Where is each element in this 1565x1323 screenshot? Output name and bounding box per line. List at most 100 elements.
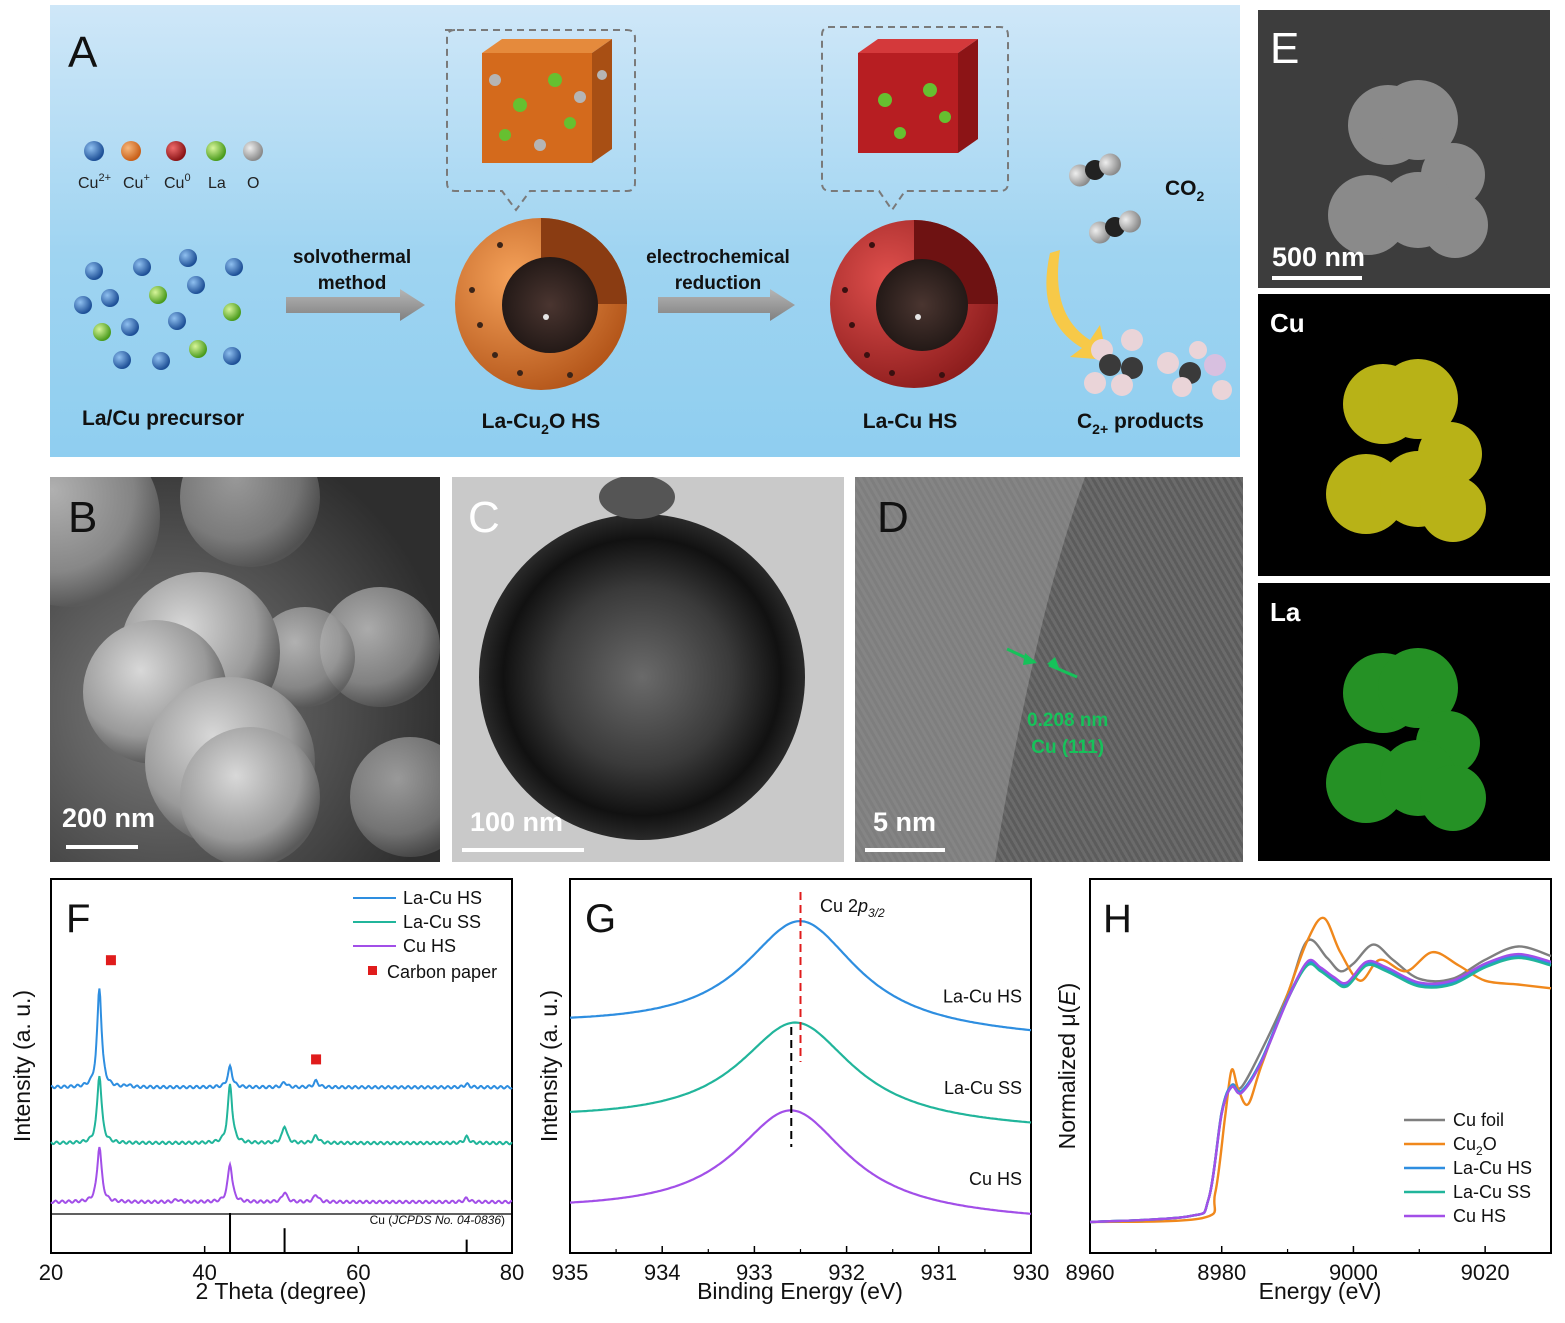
schematic-svg: A Cu2+ Cu+ Cu0 La O La/Cu precursor	[68, 26, 1232, 437]
cu-lattice-cube	[858, 39, 978, 153]
tem-sphere	[479, 477, 805, 840]
legend-o-text: O	[247, 175, 259, 192]
chart-f-tick-label: 60	[346, 1260, 370, 1285]
cu-hs-zoom-callout	[821, 26, 1009, 212]
chart-f-series-line	[50, 988, 513, 1090]
legend-la-ball	[206, 141, 226, 161]
scalebar-c	[462, 848, 584, 852]
legend-text: Cu foil	[1453, 1110, 1504, 1130]
precursor-ions	[74, 249, 243, 370]
arrow1-text-line1: solvothermal	[293, 247, 411, 268]
scalebar-e	[1272, 276, 1362, 280]
legend-text: La-Cu SS	[1453, 1182, 1531, 1202]
map-label-cu: Cu	[1270, 308, 1305, 338]
chart-g-ticks: 935 934 933 932 931 930	[552, 1246, 1050, 1285]
chart-f-series-line	[50, 1075, 513, 1146]
fringe-plane: Cu (111)	[1031, 737, 1105, 758]
chart-f-extras: Cu (JCPDS No. 04-0836)	[51, 955, 512, 1253]
tem-image-panel-c: C 100 nm	[452, 477, 844, 862]
charts-row: F 20 40 60 80 Cu (JCPDS No. 04-0836) La-Cu …	[9, 878, 1552, 1304]
legend-cu2plus-text: Cu2+	[78, 172, 111, 192]
chart-g-series-group: La-Cu HS La-Cu SS Cu HS	[569, 892, 1032, 1215]
legend-cu0-ball	[166, 141, 186, 161]
cu-hs-label: La-Cu HS	[863, 410, 958, 433]
legend-o-ball	[243, 141, 263, 161]
chart-f-series-line	[50, 1146, 513, 1205]
map-label-la: La	[1270, 597, 1301, 627]
scalebar-b	[66, 845, 138, 849]
chart-g-tick-label: 933	[736, 1260, 773, 1285]
products-label: C2+ products	[1077, 410, 1204, 437]
chart-g-tick-label: 930	[1013, 1260, 1050, 1285]
chart-h-series-group	[1089, 916, 1552, 1224]
scalebar-d	[865, 848, 945, 852]
ion-legend: Cu2+ Cu+ Cu0 La O	[78, 141, 263, 192]
legend-cu0-text: Cu0	[164, 172, 191, 192]
legend-text: Carbon paper	[387, 962, 497, 982]
legend-text: La-Cu SS	[403, 912, 481, 932]
carbon-paper-marker	[311, 1054, 322, 1065]
hrtem-image-panel-d: D 0.208 nm Cu (111) 5 nm	[855, 477, 1243, 862]
scalebar-text-c: 100 nm	[470, 807, 564, 837]
panel-label-g: G	[585, 897, 616, 941]
panel-label-c: C	[468, 493, 500, 542]
chart-g-annotation: Cu 2p3/2	[820, 896, 885, 920]
chart-g-series-label: La-Cu SS	[944, 1078, 1022, 1098]
chart-f-tick-label: 80	[500, 1260, 524, 1285]
chart-g-series-label: Cu HS	[969, 1169, 1022, 1189]
legend-text: Cu HS	[403, 936, 456, 956]
arrow1-text-line2: method	[318, 273, 387, 294]
legend-cu2plus-ball	[84, 141, 104, 161]
cu2o-label: La-Cu2O HS	[482, 410, 601, 437]
chart-g-tick-label: 935	[552, 1260, 589, 1285]
eds-map-cu: Cu	[1258, 294, 1550, 576]
cu2o-sphere	[455, 218, 627, 390]
cu-map-signal	[1326, 359, 1486, 542]
legend-text: Cu2O	[1453, 1134, 1497, 1158]
scalebar-text-d: 5 nm	[873, 807, 937, 837]
chart-f-legend: La-Cu HS La-Cu SS Cu HS Carbon paper	[353, 888, 497, 982]
legend-la-text: La	[208, 175, 226, 192]
c2-products	[1084, 329, 1232, 400]
fringe-spacing: 0.208 nm	[1027, 710, 1109, 731]
legend-cuplus-text: Cu+	[123, 172, 150, 192]
arrow2-text-line1: electrochemical	[646, 247, 790, 268]
chart-g-series-label: La-Cu HS	[943, 987, 1022, 1007]
chart-g-tick-label: 932	[828, 1260, 865, 1285]
arrow2-text-line2: reduction	[675, 273, 762, 294]
legend-marker	[368, 966, 377, 975]
panel-label-h: H	[1103, 897, 1132, 941]
scalebar-text-e: 500 nm	[1272, 242, 1366, 272]
panel-label-b: B	[68, 493, 98, 542]
sem-spheres	[50, 477, 440, 862]
legend-text: La-Cu HS	[1453, 1158, 1532, 1178]
chart-h-tick-label: 8960	[1066, 1260, 1115, 1285]
chart-f: F 20 40 60 80 Cu (JCPDS No. 04-0836) La-Cu …	[9, 878, 524, 1304]
chart-h-xlabel: Energy (eV)	[1259, 1278, 1382, 1304]
chart-f-ticks: 20 40 60 80	[39, 1246, 524, 1285]
chart-f-frame	[50, 878, 513, 1254]
chart-h-ticks: 8960 8980 9000 9020	[1066, 1246, 1552, 1285]
co2-label: CO2	[1165, 177, 1205, 204]
sem-image-panel-b: B 200 nm	[50, 477, 440, 862]
chart-h-tick-label: 9020	[1461, 1260, 1510, 1285]
cu-hs-sphere	[830, 220, 998, 388]
chart-h-series-line	[1089, 916, 1552, 1224]
panel-label-f: F	[66, 897, 90, 941]
cu2o-lattice-cube	[482, 39, 612, 163]
chart-h-series-line	[1089, 938, 1552, 1224]
chart-f-ylabel: Intensity (a. u.)	[9, 990, 35, 1142]
chart-f-series-group	[50, 988, 513, 1205]
schematic-panel-a: A Cu2+ Cu+ Cu0 La O La/Cu precursor	[50, 5, 1240, 457]
chart-g-series-line	[569, 1109, 1032, 1215]
chart-g: G 935 934 933 932 931 930 La-Cu HS La-Cu SS Cu …	[536, 878, 1050, 1304]
la-map-signal	[1326, 648, 1486, 831]
chart-g-xlabel: Binding Energy (eV)	[697, 1278, 903, 1304]
fringe-annotation: 0.208 nm Cu (111)	[1027, 707, 1108, 761]
chart-g-ylabel: Intensity (a. u.)	[536, 990, 562, 1142]
arrow1-shape	[286, 289, 425, 321]
scalebar-text-b: 200 nm	[62, 803, 156, 833]
arrow2-shape	[658, 289, 795, 321]
